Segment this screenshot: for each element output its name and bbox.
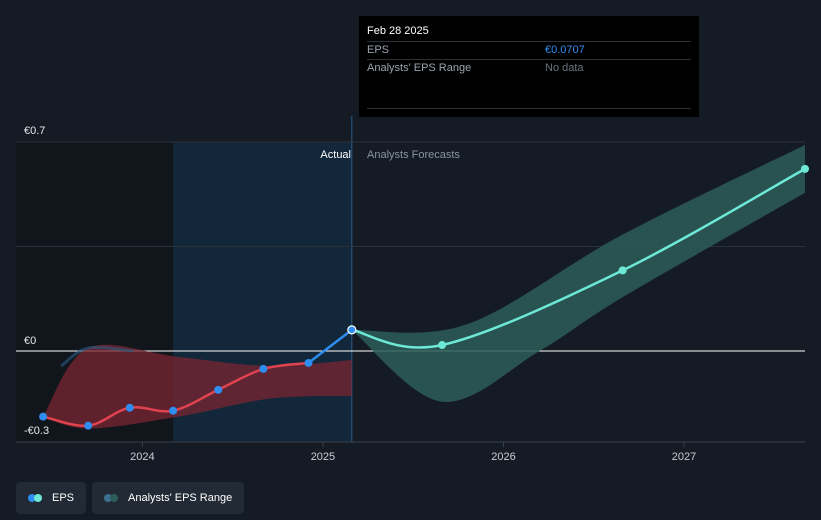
range-band-actual [43,344,352,429]
x-tick-label: 2025 [311,451,335,463]
eps-point-actual [39,412,48,421]
eps-point-actual [304,358,313,367]
range-legend-icon [104,493,120,503]
eps-point-actual [169,406,178,415]
legend-item-range[interactable]: Analysts' EPS Range [92,482,245,514]
eps-point-actual [214,385,223,394]
legend-range-label: Analysts' EPS Range [128,492,233,504]
tooltip-divider [367,108,691,109]
y-tick-label: €0 [24,335,36,347]
eps-point-actual [347,325,357,335]
tooltip-range-label: Analysts' EPS Range [367,62,472,74]
section-label-actual: Actual [320,149,351,161]
x-tick-label: 2027 [672,451,696,463]
range-band-forecast [351,144,805,402]
legend-item-eps[interactable]: EPS [16,482,87,514]
tooltip-eps-label: EPS [367,44,390,56]
legend-eps-label: EPS [52,492,75,504]
section-label-forecast: Analysts Forecasts [367,149,460,161]
eps-point-forecast [438,341,447,350]
x-tick-label: 2026 [491,451,515,463]
eps-line-forecast [351,167,806,349]
y-tick-label: -€0.3 [24,425,49,437]
x-tick-label: 2024 [130,451,154,463]
eps-point-actual [84,421,93,430]
eps-point-forecast [618,266,627,275]
tooltip-range-value: No data [545,62,584,74]
tooltip-eps-value: €0.0707 [545,44,585,56]
range-band-edge [60,345,134,368]
y-tick-label: €0.7 [24,125,45,137]
tooltip-range-row: Analysts' EPS Range No data [367,59,691,77]
eps-tooltip: Feb 28 2025 EPS €0.0707 Analysts' EPS Ra… [359,16,699,117]
eps-legend-icon [28,493,44,503]
eps-point-actual [259,364,268,373]
chart-legend: EPS Analysts' EPS Range [16,482,245,514]
eps-point-forecast [801,164,809,173]
tooltip-eps-row: EPS €0.0707 [367,41,691,59]
eps-point-actual [125,403,134,412]
tooltip-date: Feb 28 2025 [367,25,429,37]
